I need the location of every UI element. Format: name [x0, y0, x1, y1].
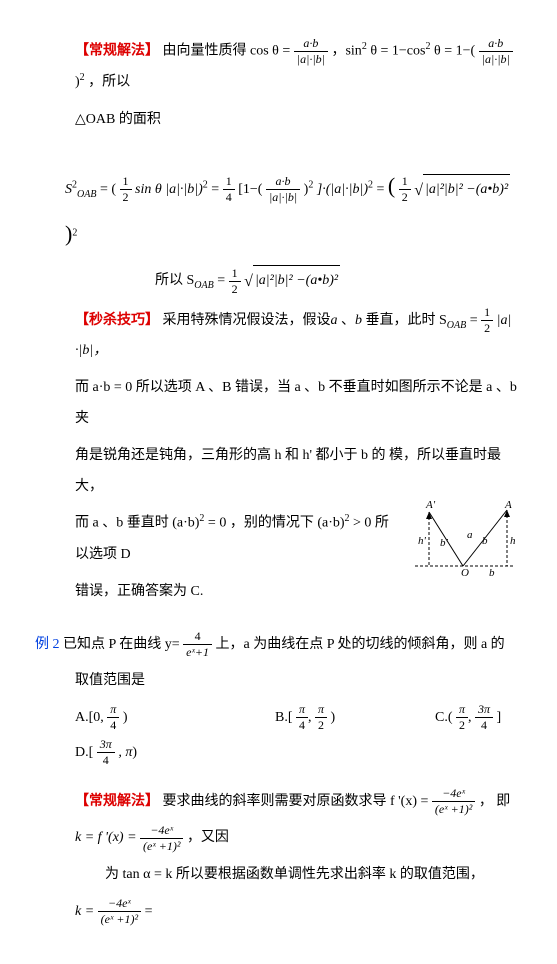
- changgui-2-p2: k = f '(x) = −4eˣ(eˣ +1)² ，又因: [75, 823, 522, 854]
- choices-row-2: D.[ 3π4 , π): [75, 738, 522, 769]
- label-changgui: 【常规解法】: [75, 44, 159, 59]
- svg-text:b: b: [489, 567, 495, 576]
- choices-row-1: A.[0, π4 ) B.[ π4, π2 ) C.( π2, 3π4 ]: [75, 703, 522, 734]
- text: θ = 1−cos: [370, 44, 425, 59]
- svg-text:b: b: [482, 535, 488, 547]
- example-2: 例 2 已知点 P 在曲线 y= 4eˣ+1 上，a 为曲线在点 P 处的切线的…: [35, 630, 522, 661]
- svg-text:h': h': [418, 535, 427, 547]
- text: ，sin: [331, 44, 361, 59]
- text: 由向量性质得: [163, 44, 247, 59]
- changgui-2-p3: 为 tan α = k 所以要根据函数单调性先求出斜率 k 的取值范围，: [105, 860, 522, 891]
- svg-text:A: A: [504, 499, 512, 511]
- vector-diagram: A' A O b' b a h' h b: [407, 498, 522, 576]
- svg-text:h: h: [510, 535, 516, 547]
- text: 而 a·b = 0 所以选项 A 、B 错误，当 a 、b 不垂直时如图所示不论…: [75, 373, 522, 435]
- fraction: a·b |a|·|b|: [479, 37, 513, 66]
- changgui-2-p1: 【常规解法】 要求曲线的斜率则需要对原函数求导 f '(x) = −4eˣ(eˣ…: [75, 787, 522, 818]
- text: 角是锐角还是钝角，三角形的高 h 和 h' 都小于 b 的 模，所以垂直时最大，: [75, 441, 522, 503]
- svg-text:b': b': [440, 537, 449, 549]
- cos-expr: cos θ =: [250, 44, 290, 59]
- formula-s-oab: S2OAB = ( 12 sin θ |a|·|b|)2 = 14 [1−( a…: [65, 162, 522, 259]
- label-changgui: 【常规解法】: [75, 794, 159, 809]
- text: 取值范围是: [75, 666, 522, 697]
- example-label: 例 2: [35, 637, 60, 652]
- svg-text:A': A': [425, 499, 436, 511]
- changgui-paragraph-1: 【常规解法】 由向量性质得 cos θ = a·b |a|·|b| ，sin2 …: [75, 36, 522, 99]
- text-area: △OAB 的面积: [75, 105, 522, 136]
- text: ，所以: [88, 75, 130, 90]
- miaosha-paragraph: 【秒杀技巧】 采用特殊情况假设法，假设a 、b 垂直，此时 SOAB = 12 …: [75, 306, 522, 368]
- text: 错误，正确答案为 C.: [75, 577, 522, 608]
- formula-s-oab-line2: 所以 SOAB = 12 √|a|²|b|² −(a•b)²: [155, 264, 522, 299]
- text: θ = 1−(: [434, 44, 475, 59]
- fraction: a·b |a|·|b|: [294, 37, 328, 66]
- svg-text:O: O: [461, 567, 469, 576]
- svg-text:a: a: [467, 529, 473, 541]
- label-miaosha: 【秒杀技巧】: [75, 313, 159, 328]
- changgui-2-p4: k = −4eˣ(eˣ +1)² =: [75, 897, 522, 928]
